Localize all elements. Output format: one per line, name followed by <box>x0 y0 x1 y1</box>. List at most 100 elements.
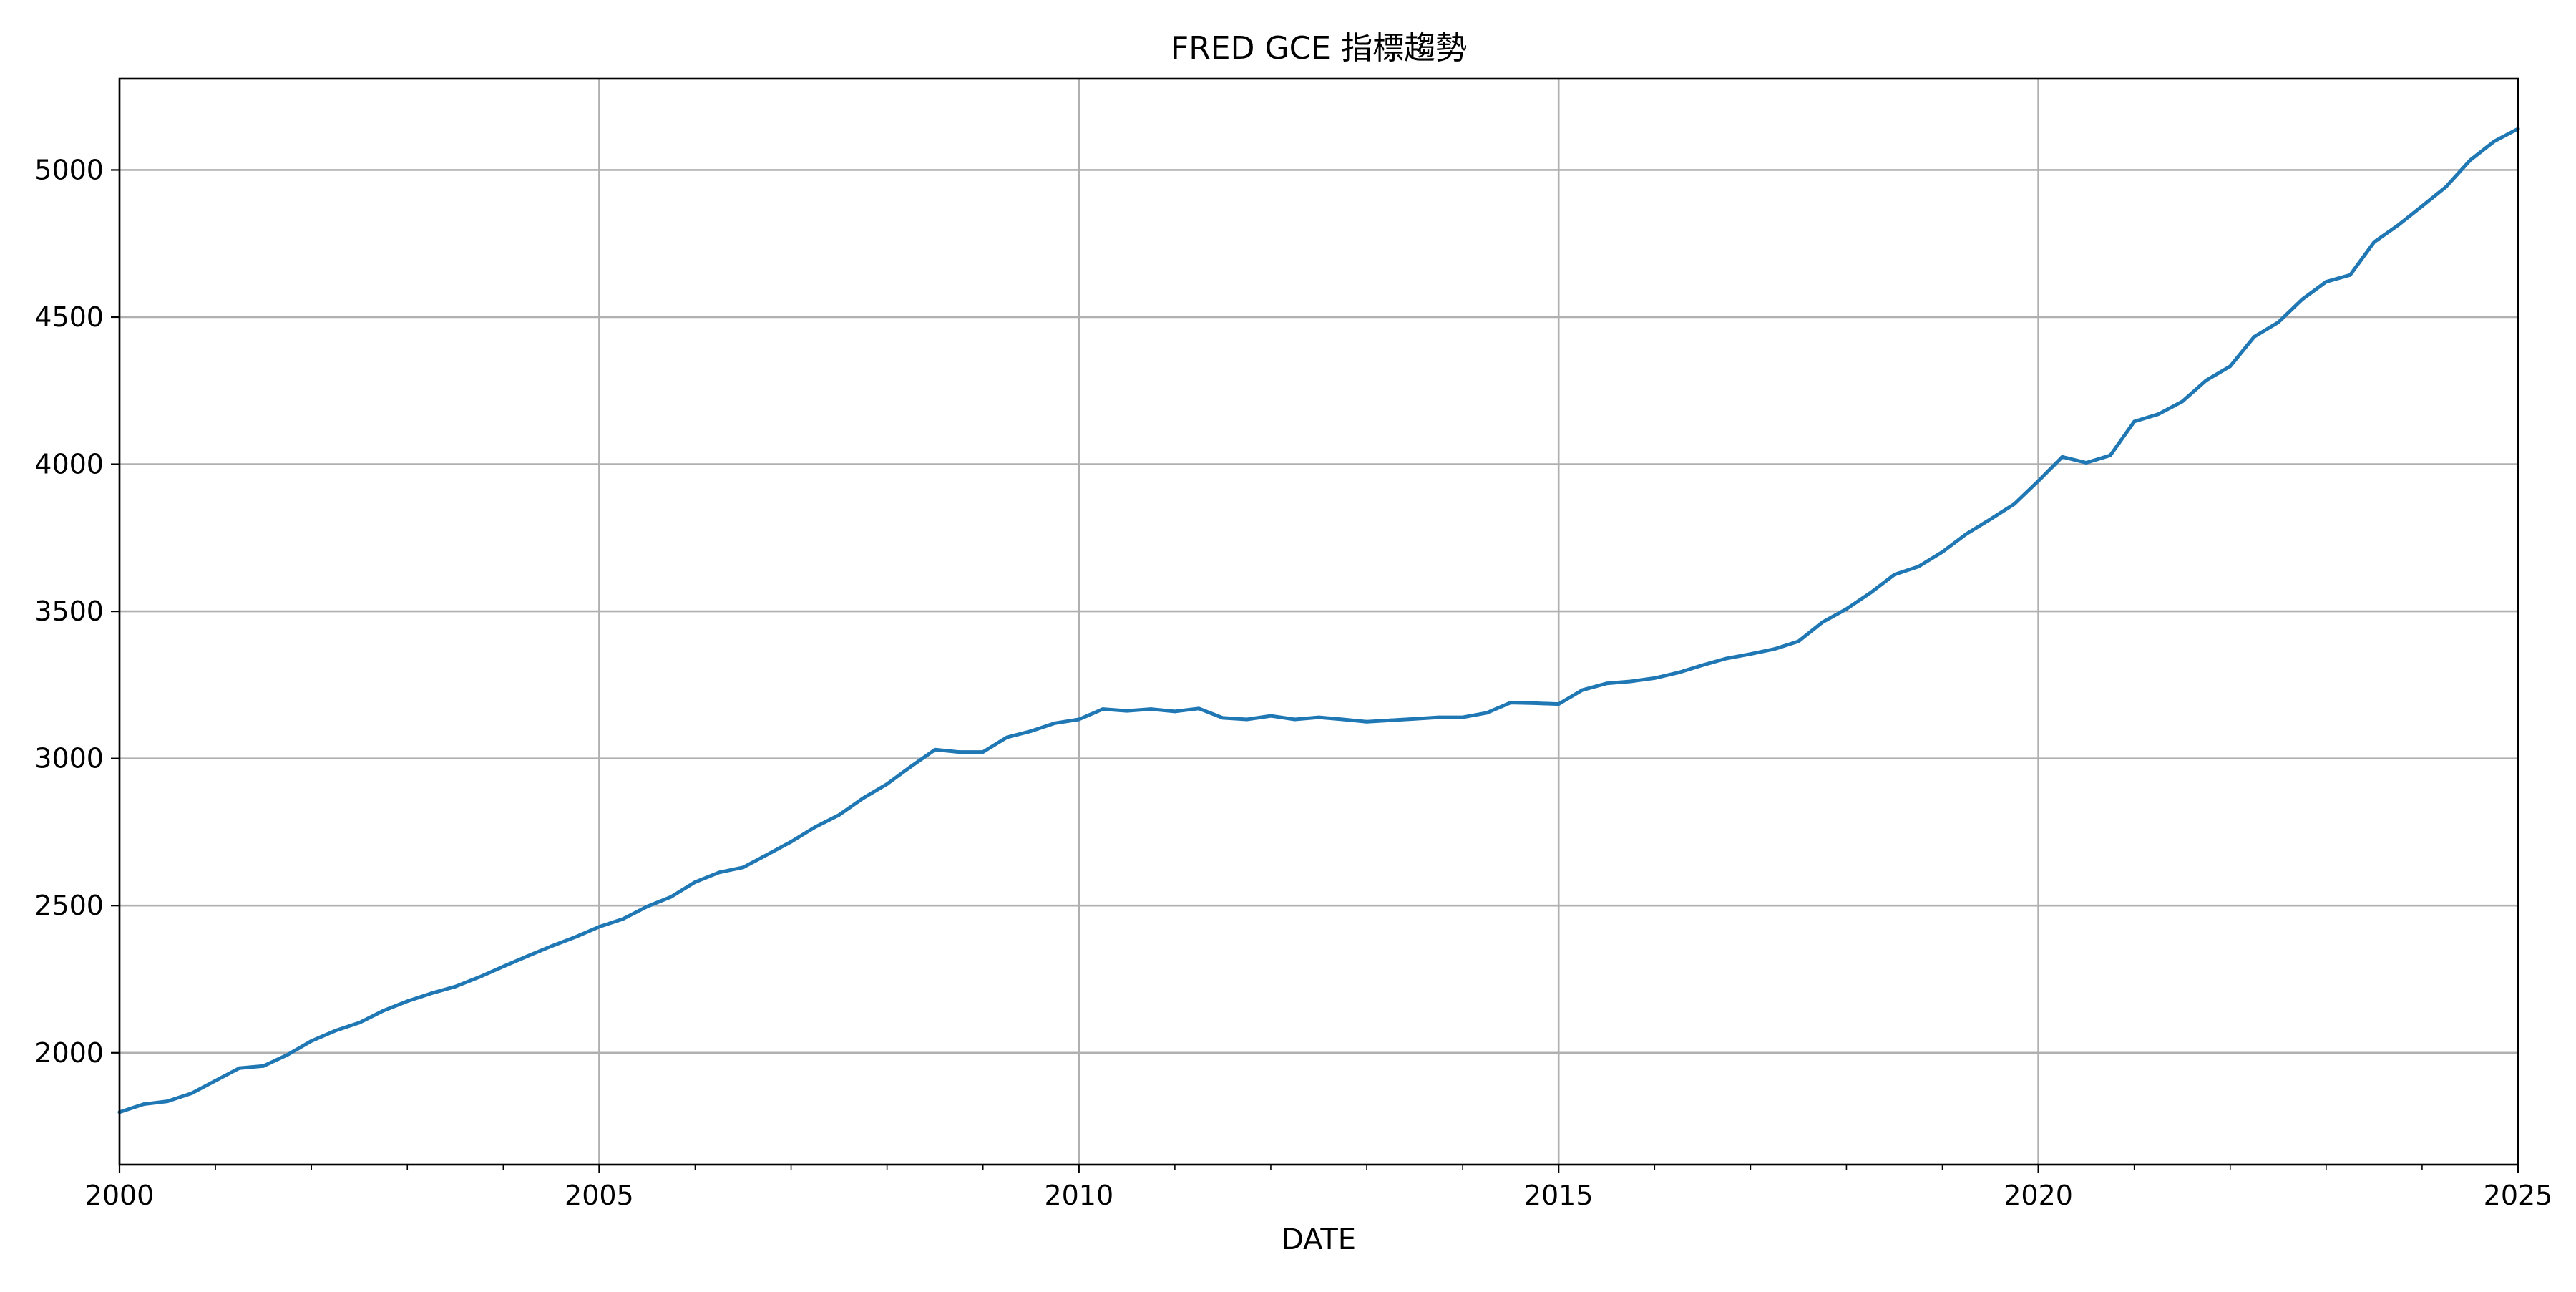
data-point <box>693 880 697 884</box>
data-point <box>669 895 673 899</box>
data-point <box>1149 707 1153 711</box>
data-point <box>1845 607 1848 611</box>
data-point <box>1125 709 1129 713</box>
data-point <box>1365 719 1369 724</box>
data-point <box>1029 729 1033 733</box>
x-tick-label: 2015 <box>1524 1180 1594 1211</box>
data-point <box>573 935 577 939</box>
x-tick-label: 2010 <box>1044 1180 1113 1211</box>
data-point <box>789 840 793 844</box>
data-point <box>405 999 409 1004</box>
data-point <box>2276 321 2280 324</box>
data-point <box>1317 715 1321 719</box>
data-point <box>1389 718 1392 722</box>
data-point <box>2492 140 2496 144</box>
data-point <box>837 813 841 817</box>
data-point <box>1868 591 1873 595</box>
data-point <box>1077 717 1081 722</box>
data-point <box>2084 461 2089 465</box>
series-layer <box>117 127 2520 1114</box>
data-point <box>2300 297 2304 301</box>
data-point <box>550 944 553 948</box>
data-point <box>2156 412 2160 417</box>
data-point <box>1245 717 1249 722</box>
data-point <box>2396 223 2400 228</box>
data-point <box>501 964 505 968</box>
data-point <box>238 1066 241 1070</box>
data-point <box>2036 479 2041 483</box>
data-point <box>2324 280 2328 284</box>
data-point <box>1677 671 1681 674</box>
series-line <box>117 127 2520 1114</box>
data-point <box>765 853 769 857</box>
data-point <box>165 1099 170 1103</box>
x-axis-label: DATE <box>1282 1223 1356 1256</box>
data-point <box>525 954 530 958</box>
data-point <box>597 925 601 929</box>
data-point <box>142 1102 145 1107</box>
data-point <box>1101 707 1105 711</box>
data-point <box>813 825 817 829</box>
data-point <box>2444 185 2448 189</box>
data-point <box>885 782 889 786</box>
data-point <box>2372 240 2376 244</box>
data-point <box>1772 647 1777 651</box>
data-point <box>1173 709 1177 714</box>
data-point <box>190 1092 193 1095</box>
data-point <box>2132 419 2137 424</box>
plot-area-frame <box>118 77 2519 1166</box>
data-point <box>1893 573 1896 577</box>
data-point <box>1629 679 1633 684</box>
data-point <box>1485 711 1489 715</box>
data-point <box>933 747 937 752</box>
data-point <box>1053 721 1057 725</box>
data-point <box>1652 676 1657 680</box>
data-point <box>1964 532 1968 536</box>
data-point <box>333 1029 338 1033</box>
data-point <box>2228 364 2233 369</box>
data-point <box>2252 335 2256 339</box>
data-point <box>1413 717 1417 721</box>
y-tick-label: 2000 <box>34 1037 104 1069</box>
x-tick-label: 2005 <box>565 1180 634 1211</box>
data-point <box>861 796 865 800</box>
y-tick-label: 4500 <box>34 301 104 333</box>
data-point <box>261 1064 265 1068</box>
data-point <box>1221 716 1225 720</box>
data-point <box>1341 717 1345 722</box>
data-point <box>1533 701 1537 705</box>
data-point <box>1749 652 1752 656</box>
x-axis: 2000 2005 2010 2015 2020 2025 <box>85 1165 2552 1211</box>
chart-title: FRED GCE 指標趨勢 <box>1171 30 1467 67</box>
data-point <box>1581 688 1585 692</box>
data-point <box>1700 663 1704 667</box>
data-point <box>2108 453 2112 457</box>
data-point <box>357 1021 361 1025</box>
data-point <box>2012 502 2016 506</box>
data-point <box>621 917 625 921</box>
data-point <box>717 870 721 875</box>
data-point <box>213 1079 218 1083</box>
data-point <box>1604 681 1609 686</box>
data-point <box>957 750 961 754</box>
y-tick-label: 3000 <box>34 743 104 774</box>
data-point <box>1460 715 1465 719</box>
data-point <box>1005 735 1009 739</box>
data-point <box>477 975 482 979</box>
data-point <box>1820 620 1825 624</box>
data-point <box>1269 714 1273 718</box>
data-point <box>909 764 913 769</box>
data-point <box>2468 158 2472 162</box>
data-point <box>1941 550 1944 554</box>
data-point <box>1437 715 1440 719</box>
data-point <box>1724 656 1729 661</box>
data-point <box>2204 379 2208 382</box>
data-point <box>741 865 745 870</box>
data-point <box>286 1053 289 1057</box>
data-point <box>1989 518 1993 521</box>
y-axis: 2000 2500 3000 3500 4000 4500 5000 <box>34 154 119 1069</box>
data-point <box>1293 717 1297 722</box>
x-tick-label: 2020 <box>2004 1180 2073 1211</box>
